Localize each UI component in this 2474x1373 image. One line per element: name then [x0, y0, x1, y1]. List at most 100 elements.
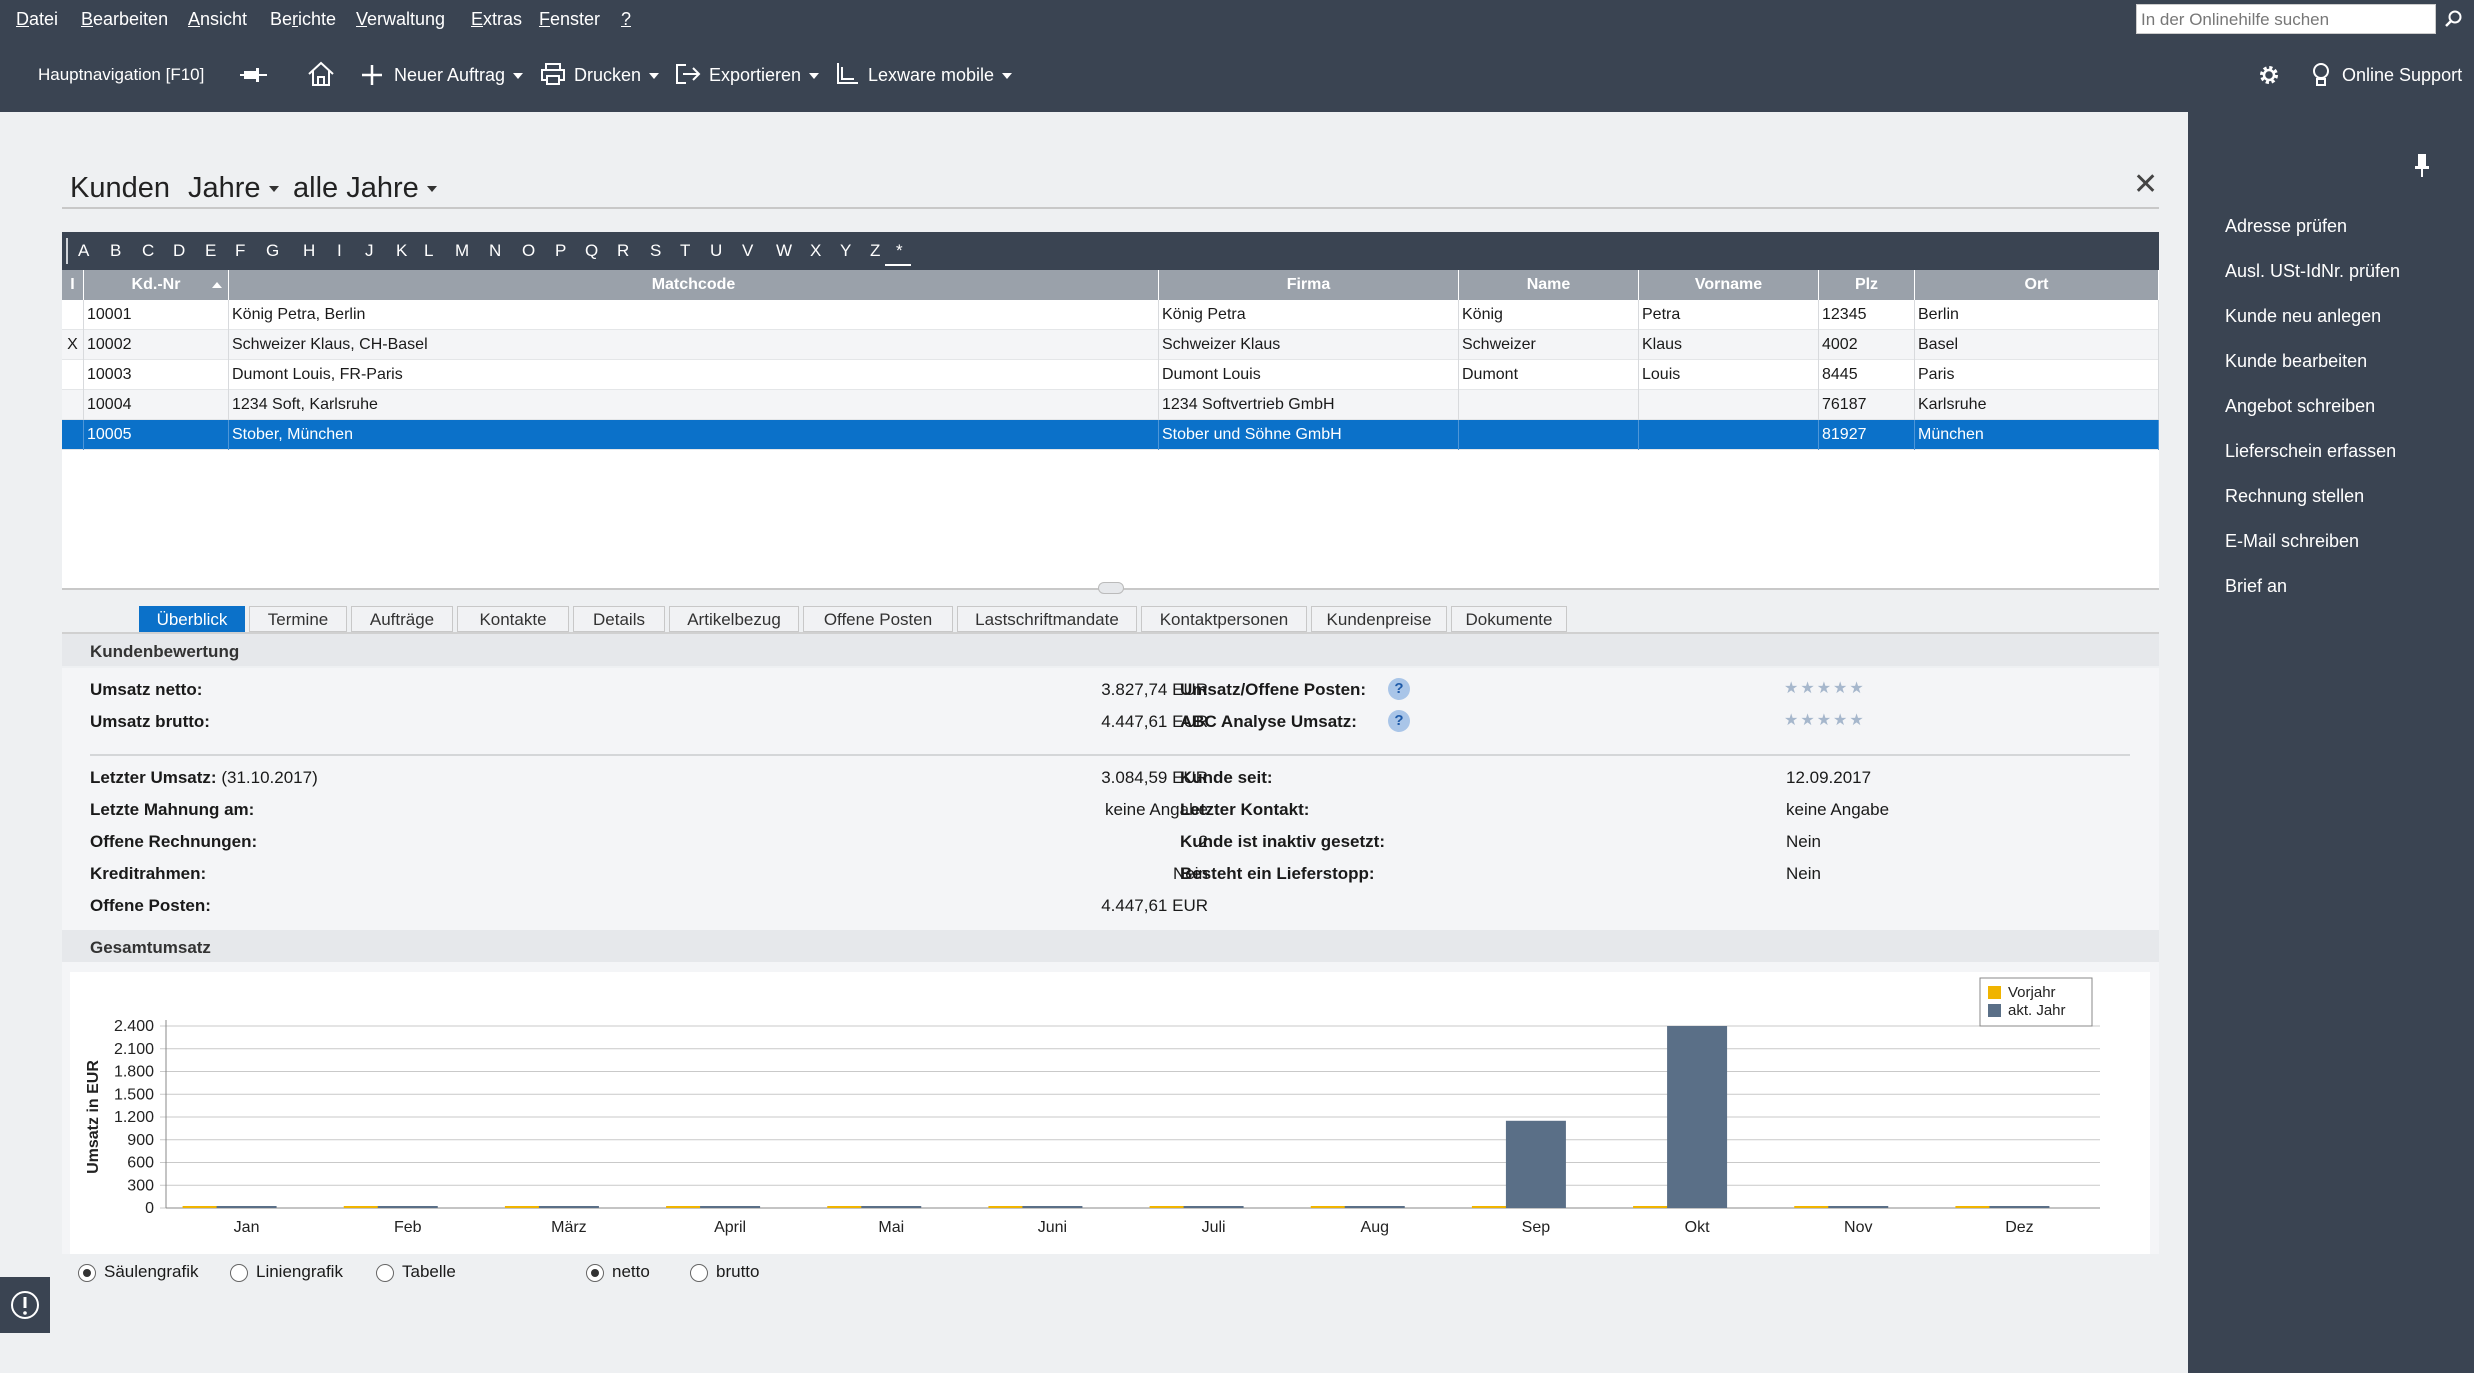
alphabet-letter-j[interactable]: J — [365, 241, 374, 260]
alphabet-letter-v[interactable]: V — [742, 241, 754, 260]
x-tick-label: März — [551, 1219, 587, 1236]
tab-kontaktpersonen[interactable]: Kontaktpersonen — [1141, 606, 1307, 632]
cell-flag — [62, 300, 84, 330]
sidebar-link-ustid-pruefen[interactable]: Ausl. USt-IdNr. prüfen — [2225, 261, 2401, 281]
sidebar-link-email[interactable]: E-Mail schreiben — [2225, 531, 2360, 551]
bar-vorjahr — [666, 1206, 727, 1208]
letzter-umsatz-value: 3.084,59 EUR — [1101, 768, 1208, 787]
alphabet-letter-h[interactable]: H — [303, 241, 316, 260]
tabelle-radio[interactable]: Tabelle — [376, 1262, 456, 1282]
alphabet-letter-m[interactable]: M — [455, 241, 470, 260]
menu-help[interactable]: ? — [621, 9, 632, 29]
help-icon[interactable]: ? — [1388, 678, 1410, 700]
alphabet-filter-bar: A B C D E F G H I J K L M N O P Q R S T U V W X Y Z * — [62, 232, 2159, 270]
menu-berichte[interactable]: Berichte — [270, 9, 337, 29]
tab-lastschriftmandate[interactable]: Lastschriftmandate — [957, 606, 1137, 632]
sidebar-link-brief[interactable]: Brief an — [2225, 576, 2288, 596]
period-filter-dropdown[interactable]: alle Jahre — [293, 172, 437, 205]
tab-artikelbezug[interactable]: Artikelbezug — [669, 606, 799, 632]
alphabet-letter-n[interactable]: N — [489, 241, 502, 260]
alphabet-letter-d[interactable]: D — [173, 241, 186, 260]
alphabet-letter-a[interactable]: A — [78, 241, 90, 260]
alphabet-letter-x[interactable]: X — [810, 241, 822, 260]
year-filter-dropdown[interactable]: Jahre — [188, 172, 279, 205]
search-icon[interactable] — [2444, 9, 2464, 29]
help-icon[interactable]: ? — [1388, 710, 1410, 732]
column-header-vorname[interactable]: Vorname — [1639, 270, 1819, 300]
alphabet-letter-r[interactable]: R — [617, 241, 630, 260]
alphabet-letter-z[interactable]: Z — [870, 241, 881, 260]
alphabet-letter-t[interactable]: T — [680, 241, 691, 260]
splitter-handle-icon[interactable] — [1098, 582, 1124, 594]
liniengrafik-radio[interactable]: Liniengrafik — [230, 1262, 343, 1282]
close-icon[interactable]: ✕ — [2133, 168, 2159, 201]
saeulengrafik-radio[interactable]: Säulengrafik — [78, 1262, 199, 1282]
pin-icon[interactable] — [2414, 152, 2430, 178]
alphabet-letter-s[interactable]: S — [650, 241, 662, 260]
exportieren-button[interactable]: Exportieren — [709, 65, 820, 86]
alphabet-letter-l[interactable]: L — [424, 241, 434, 260]
alphabet-letter-y[interactable]: Y — [840, 241, 852, 260]
notification-button[interactable] — [0, 1277, 50, 1333]
menu-ansicht[interactable]: Ansicht — [188, 9, 248, 29]
sidebar-link-adresse-pruefen[interactable]: Adresse prüfen — [2225, 216, 2348, 236]
alphabet-letter-p[interactable]: P — [555, 241, 567, 260]
menu-verwaltung[interactable]: Verwaltung — [356, 9, 446, 29]
help-search-input[interactable]: In der Onlinehilfe suchen — [2136, 4, 2436, 34]
drucken-button[interactable]: Drucken — [574, 65, 660, 86]
alphabet-letter-f[interactable]: F — [235, 241, 246, 260]
column-header-ort[interactable]: Ort — [1915, 270, 2159, 300]
tab-termine[interactable]: Termine — [249, 606, 347, 632]
x-tick-label: Mai — [878, 1219, 904, 1236]
sidebar-link-angebot[interactable]: Angebot schreiben — [2225, 396, 2376, 416]
gear-icon[interactable] — [2256, 62, 2282, 88]
sidebar-link-kunde-bearbeiten[interactable]: Kunde bearbeiten — [2225, 351, 2368, 371]
lexware-mobile-button[interactable]: Lexware mobile — [868, 65, 1013, 86]
tab-kundenpreise[interactable]: Kundenpreise — [1311, 606, 1447, 632]
neuer-auftrag-button[interactable]: Neuer Auftrag — [394, 65, 524, 86]
tab-details[interactable]: Details — [573, 606, 665, 632]
pin-icon[interactable] — [240, 66, 268, 84]
column-header-plz[interactable]: Plz — [1819, 270, 1915, 300]
table-row[interactable]: 10005 Stober, München Stober und Söhne Gmb… — [62, 420, 2159, 450]
alphabet-letter-c[interactable]: C — [142, 241, 155, 260]
column-header-kdnr[interactable]: Kd.-Nr — [84, 270, 229, 300]
table-row[interactable]: 10001 König Petra, Berlin König Petra König… — [62, 300, 2159, 330]
alphabet-letter-q[interactable]: Q — [585, 241, 599, 260]
table-row[interactable]: X 10002 Schweizer Klaus, CH-Basel Schweizer… — [62, 330, 2159, 360]
column-header-matchcode[interactable]: Matchcode — [229, 270, 1159, 300]
tab-ueberblick[interactable]: Überblick — [139, 606, 245, 632]
tab-offene-posten[interactable]: Offene Posten — [803, 606, 953, 632]
sidebar-link-rechnung[interactable]: Rechnung stellen — [2225, 486, 2365, 506]
online-support-button[interactable]: Online Support — [2342, 65, 2463, 85]
menu-datei[interactable]: Datei — [16, 9, 59, 29]
alphabet-letter-b[interactable]: B — [110, 241, 122, 260]
table-row[interactable]: 10003 Dumont Louis, FR-Paris Dumont Louis D… — [62, 360, 2159, 390]
umsatz-netto-value: 3.827,74 EUR — [1101, 680, 1208, 699]
tab-auftraege[interactable]: Aufträge — [351, 606, 453, 632]
y-tick-label: 300 — [127, 1177, 154, 1194]
column-header-flag[interactable]: I — [62, 270, 84, 300]
hauptnavigation-button[interactable]: Hauptnavigation [F10] — [38, 65, 205, 84]
tab-kontakte[interactable]: Kontakte — [457, 606, 569, 632]
alphabet-letter-e[interactable]: E — [205, 241, 217, 260]
alphabet-letter-i[interactable]: I — [337, 241, 342, 260]
menu-fenster[interactable]: Fenster — [539, 9, 601, 29]
alphabet-letter-w[interactable]: W — [776, 241, 793, 260]
alphabet-letter-k[interactable]: K — [396, 241, 408, 260]
brutto-radio[interactable]: brutto — [690, 1262, 759, 1282]
alphabet-letter-all[interactable]: * — [896, 241, 903, 260]
column-header-firma[interactable]: Firma — [1159, 270, 1459, 300]
sidebar-link-kunde-neu[interactable]: Kunde neu anlegen — [2225, 306, 2382, 326]
alphabet-letter-o[interactable]: O — [522, 241, 536, 260]
menu-extras[interactable]: Extras — [471, 9, 523, 29]
alphabet-letter-u[interactable]: U — [710, 241, 723, 260]
home-icon[interactable] — [306, 60, 336, 88]
sidebar-link-lieferschein[interactable]: Lieferschein erfassen — [2225, 441, 2397, 461]
netto-radio[interactable]: netto — [586, 1262, 650, 1282]
alphabet-letter-g[interactable]: G — [266, 241, 280, 260]
tab-dokumente[interactable]: Dokumente — [1451, 606, 1567, 632]
column-header-name[interactable]: Name — [1459, 270, 1639, 300]
table-row[interactable]: 10004 1234 Soft, Karlsruhe 1234 Softvertri… — [62, 390, 2159, 420]
menu-bearbeiten[interactable]: Bearbeiten — [81, 9, 169, 29]
